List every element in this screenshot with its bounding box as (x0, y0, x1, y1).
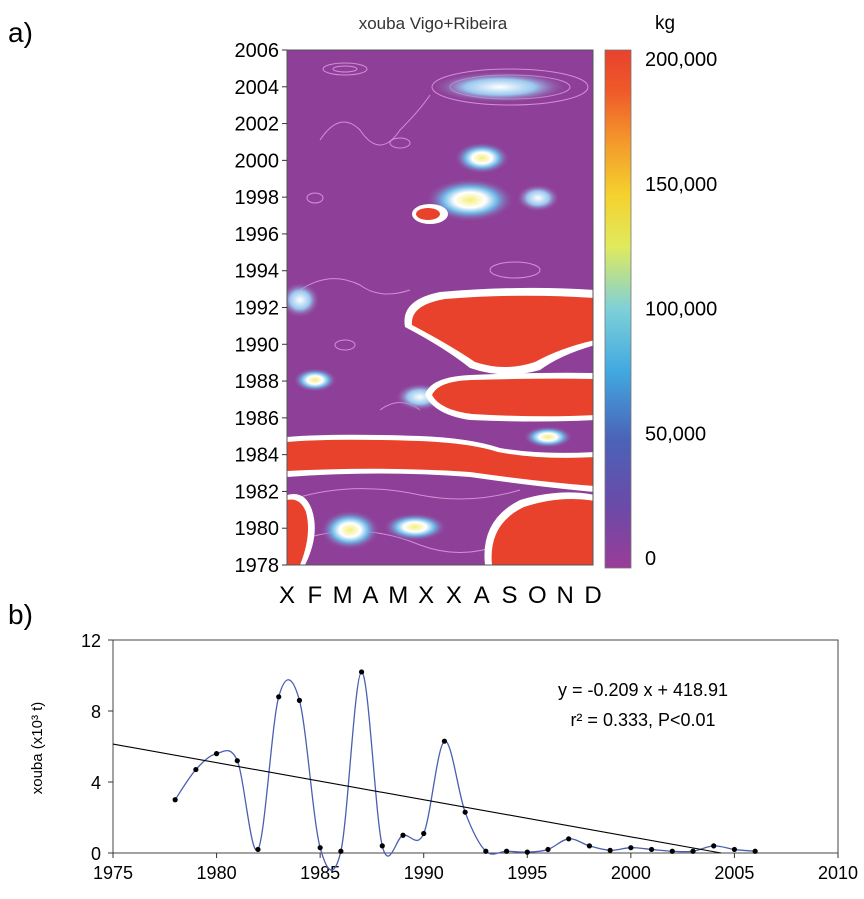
heatmap-y-tick-label: 1978 (235, 555, 280, 577)
colorbar-ticks: 200,000 150,000 100,000 50,000 0 (645, 49, 717, 570)
data-point (628, 845, 634, 851)
data-point (731, 846, 738, 853)
heatmap-x-tick-label: A (362, 582, 378, 609)
data-point (607, 847, 613, 853)
panel-a-label: a) (8, 17, 33, 48)
colorbar-tick-label: 100,000 (645, 299, 717, 321)
heatmap-y-tick-label: 1982 (235, 481, 280, 503)
heatmap-x-tick-label: O (528, 582, 547, 609)
data-point (317, 845, 323, 851)
heatmap-x-tick-label: M (388, 582, 408, 609)
colorbar-tick-label: 0 (645, 548, 656, 570)
data-point (193, 766, 199, 773)
heatmap-x-tick-label: S (502, 582, 518, 609)
data-point (234, 758, 240, 764)
heatmap-y-tick-label: 1994 (235, 261, 280, 283)
trend-line (112, 743, 722, 854)
data-point (276, 694, 282, 700)
heatmap-x-tick-label: M (333, 582, 353, 609)
data-point (669, 848, 675, 854)
data-point (421, 830, 427, 837)
data-point (462, 809, 468, 815)
data-point (358, 669, 365, 675)
heatmap-y-axis: 2006 2004 2002 2000 1998 1996 1994 1992 1990 1988… (235, 40, 287, 577)
y-axis-label: xouba (x10³ t) (29, 702, 46, 795)
heatmap-y-tick-label: 1986 (235, 408, 280, 430)
heatmap-contours (289, 62, 589, 553)
heatmap-x-tick-label: X (279, 582, 295, 609)
data-point (213, 751, 220, 757)
colorbar-tick-label: 200,000 (645, 49, 717, 71)
regression-equation: y = -0.209 x + 418.91 (558, 680, 728, 700)
data-point (690, 848, 696, 854)
data-point (648, 846, 655, 853)
x-tick-label: 2010 (818, 863, 858, 883)
colorbar (604, 49, 632, 569)
heatmap-x-tick-label: X (418, 582, 434, 609)
x-tick-label: 2000 (611, 863, 651, 883)
heatmap-y-tick-label: 1990 (235, 334, 280, 356)
data-point (545, 846, 551, 853)
heatmap-title: xouba Vigo+Ribeira (359, 14, 508, 33)
heatmap-blobs (287, 71, 573, 550)
heatmap-y-tick-label: 2000 (235, 150, 280, 172)
line-chart (112, 669, 758, 871)
data-point (338, 848, 344, 854)
regression-stats: r² = 0.333, P<0.01 (570, 710, 715, 730)
y-tick-label: 0 (91, 844, 101, 864)
data-point (586, 843, 593, 849)
heatmap-x-tick-label: N (557, 582, 574, 609)
data-point (172, 797, 178, 803)
heatmap-y-tick-label: 1996 (235, 224, 280, 246)
colorbar-unit: kg (655, 13, 675, 34)
heatmap-x-tick-label: X (446, 582, 462, 609)
data-point (524, 849, 530, 855)
colorbar-tick-label: 150,000 (645, 174, 717, 196)
y-tick-label: 12 (81, 631, 101, 651)
line-chart-axes: 1975 1980 1985 1990 1995 2000 2005 2010 12 8 4 0 (81, 631, 858, 883)
data-point (296, 697, 303, 703)
heatmap-y-tick-label: 1992 (235, 298, 280, 320)
x-tick-label: 1995 (507, 863, 547, 883)
data-point (711, 843, 717, 849)
heatmap-y-tick-label: 2006 (235, 40, 280, 62)
data-point (752, 848, 758, 854)
data-point (441, 738, 448, 744)
x-tick-label: 2005 (714, 863, 754, 883)
heatmap-y-tick-label: 1980 (235, 518, 280, 540)
x-tick-label: 1980 (197, 863, 237, 883)
heatmap-y-tick-label: 1998 (235, 187, 280, 209)
data-point (483, 848, 489, 854)
heatmap-y-tick-label: 2004 (235, 77, 280, 99)
y-tick-label: 8 (91, 702, 101, 722)
data-point (379, 843, 385, 849)
heatmap-y-tick-label: 2002 (235, 114, 280, 136)
x-tick-label: 1990 (404, 863, 444, 883)
colorbar-tick-label: 50,000 (645, 423, 706, 445)
heatmap-y-tick-label: 1984 (235, 445, 280, 467)
data-point (566, 836, 572, 842)
heatmap-high-regions (287, 204, 593, 565)
heatmap-x-tick-label: A (474, 582, 490, 609)
heatmap (287, 50, 593, 565)
panel-b-label: b) (8, 599, 33, 630)
heatmap-x-tick-label: D (584, 582, 601, 609)
heatmap-y-tick-label: 1988 (235, 371, 280, 393)
data-point (255, 846, 261, 853)
data-point (503, 848, 510, 854)
x-tick-label: 1985 (300, 863, 340, 883)
heatmap-x-tick-label: F (307, 582, 322, 609)
data-point (400, 832, 406, 838)
x-tick-label: 1975 (93, 863, 133, 883)
plot-frame (112, 639, 839, 854)
y-tick-label: 4 (91, 773, 101, 793)
